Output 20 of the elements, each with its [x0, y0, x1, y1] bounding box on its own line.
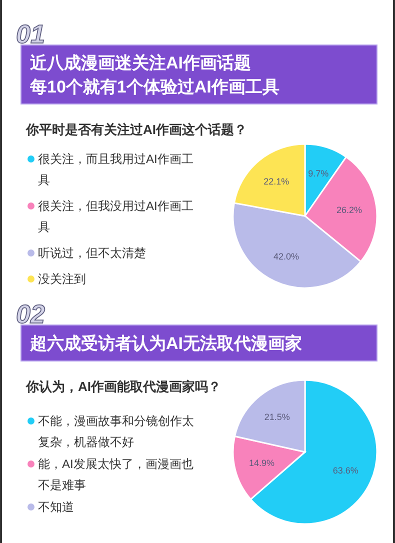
legend-label: 能，AI发展太快了，画漫画也不是难事 [38, 457, 194, 492]
legend-label: 听说过，但不太清楚 [38, 246, 146, 260]
data-label: 14.9% [248, 458, 274, 468]
legend-label: 不知道 [38, 500, 74, 514]
data-label: 42.0% [273, 252, 300, 262]
chart-title: 近八成漫画迷关注AI作画话题每10个就有1个体验过AI作画工具 [29, 54, 280, 96]
text: 01 [16, 19, 45, 49]
text: 02 [16, 299, 46, 329]
chart-subtitle: 你认为，AI作画能取代漫画家吗？ [25, 379, 221, 394]
chart-title: 超六成受访者认为AI无法取代漫画家 [29, 334, 302, 353]
data-label: 26.2% [336, 204, 362, 215]
legend-label: 很关注，而且我用过AI作画工具 [38, 152, 194, 187]
data-label: 9.7% [308, 168, 329, 178]
data-label: 21.5% [264, 412, 290, 422]
legend-label: 很关注，但我没用过AI作画工具 [38, 199, 194, 234]
legend-label: 不能，漫画故事和分镜创作太复杂，机器做不好 [38, 414, 194, 449]
data-label: 22.1% [264, 176, 290, 187]
legend-label: 没关注到 [38, 272, 86, 286]
data-label: 63.6% [332, 466, 358, 476]
chart-subtitle: 你平时是否有关注过AI作画这个话题？ [25, 122, 247, 137]
